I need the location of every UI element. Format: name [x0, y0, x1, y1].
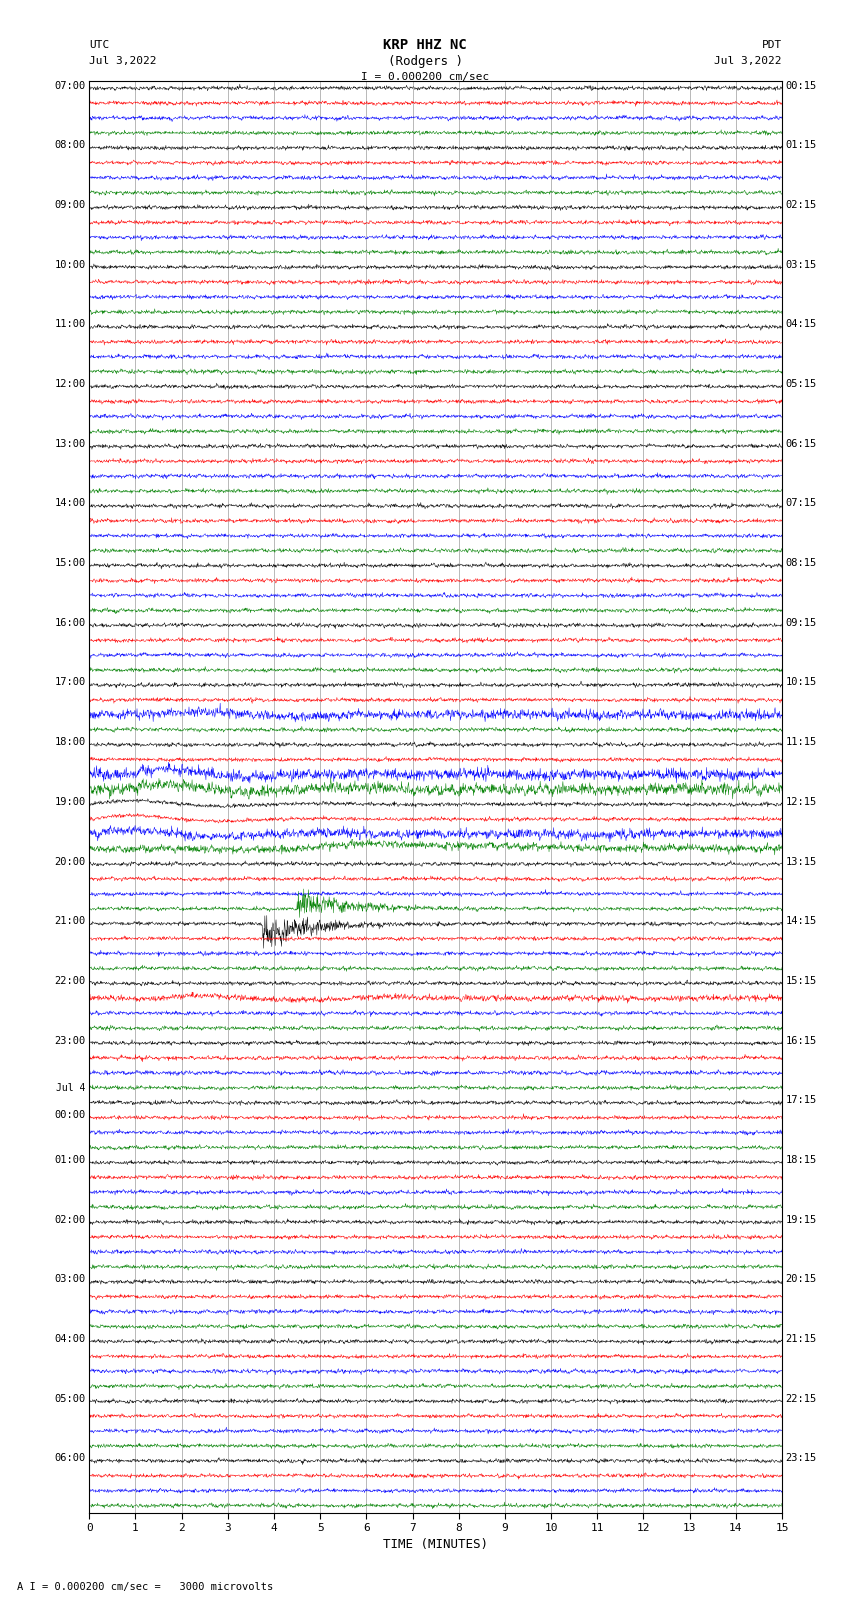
- Text: 03:15: 03:15: [785, 260, 817, 269]
- Text: 08:00: 08:00: [54, 140, 86, 150]
- Text: 06:15: 06:15: [785, 439, 817, 448]
- X-axis label: TIME (MINUTES): TIME (MINUTES): [383, 1537, 488, 1550]
- Text: 00:00: 00:00: [54, 1110, 86, 1119]
- Text: PDT: PDT: [762, 40, 782, 50]
- Text: 05:15: 05:15: [785, 379, 817, 389]
- Text: 01:15: 01:15: [785, 140, 817, 150]
- Text: 11:00: 11:00: [54, 319, 86, 329]
- Text: 18:15: 18:15: [785, 1155, 817, 1165]
- Text: 16:00: 16:00: [54, 618, 86, 627]
- Text: Jul 3,2022: Jul 3,2022: [89, 56, 156, 66]
- Text: 22:00: 22:00: [54, 976, 86, 986]
- Text: 04:15: 04:15: [785, 319, 817, 329]
- Text: 16:15: 16:15: [785, 1036, 817, 1045]
- Text: 20:00: 20:00: [54, 857, 86, 866]
- Text: KRP HHZ NC: KRP HHZ NC: [383, 39, 467, 52]
- Text: 21:15: 21:15: [785, 1334, 817, 1344]
- Text: 07:00: 07:00: [54, 81, 86, 90]
- Text: 04:00: 04:00: [54, 1334, 86, 1344]
- Text: 22:15: 22:15: [785, 1394, 817, 1403]
- Text: 17:15: 17:15: [785, 1095, 817, 1105]
- Text: 15:00: 15:00: [54, 558, 86, 568]
- Text: 14:15: 14:15: [785, 916, 817, 926]
- Text: 23:15: 23:15: [785, 1453, 817, 1463]
- Text: 10:00: 10:00: [54, 260, 86, 269]
- Text: I = 0.000200 cm/sec: I = 0.000200 cm/sec: [361, 73, 489, 82]
- Text: 02:15: 02:15: [785, 200, 817, 210]
- Text: (Rodgers ): (Rodgers ): [388, 55, 462, 68]
- Text: 17:00: 17:00: [54, 677, 86, 687]
- Text: 00:15: 00:15: [785, 81, 817, 90]
- Text: 18:00: 18:00: [54, 737, 86, 747]
- Text: 09:00: 09:00: [54, 200, 86, 210]
- Text: 14:00: 14:00: [54, 498, 86, 508]
- Text: 08:15: 08:15: [785, 558, 817, 568]
- Text: 11:15: 11:15: [785, 737, 817, 747]
- Text: 21:00: 21:00: [54, 916, 86, 926]
- Text: 06:00: 06:00: [54, 1453, 86, 1463]
- Text: 19:00: 19:00: [54, 797, 86, 806]
- Text: 15:15: 15:15: [785, 976, 817, 986]
- Text: 09:15: 09:15: [785, 618, 817, 627]
- Text: UTC: UTC: [89, 40, 110, 50]
- Text: 05:00: 05:00: [54, 1394, 86, 1403]
- Text: 13:15: 13:15: [785, 857, 817, 866]
- Text: 20:15: 20:15: [785, 1274, 817, 1284]
- Text: Jul 3,2022: Jul 3,2022: [715, 56, 782, 66]
- Text: 02:00: 02:00: [54, 1215, 86, 1224]
- Text: A I = 0.000200 cm/sec =   3000 microvolts: A I = 0.000200 cm/sec = 3000 microvolts: [17, 1582, 273, 1592]
- Text: Jul 4: Jul 4: [56, 1082, 86, 1092]
- Text: 01:00: 01:00: [54, 1155, 86, 1165]
- Text: 19:15: 19:15: [785, 1215, 817, 1224]
- Text: 23:00: 23:00: [54, 1036, 86, 1045]
- Text: 10:15: 10:15: [785, 677, 817, 687]
- Text: 07:15: 07:15: [785, 498, 817, 508]
- Text: 12:00: 12:00: [54, 379, 86, 389]
- Text: 03:00: 03:00: [54, 1274, 86, 1284]
- Text: 13:00: 13:00: [54, 439, 86, 448]
- Text: 12:15: 12:15: [785, 797, 817, 806]
